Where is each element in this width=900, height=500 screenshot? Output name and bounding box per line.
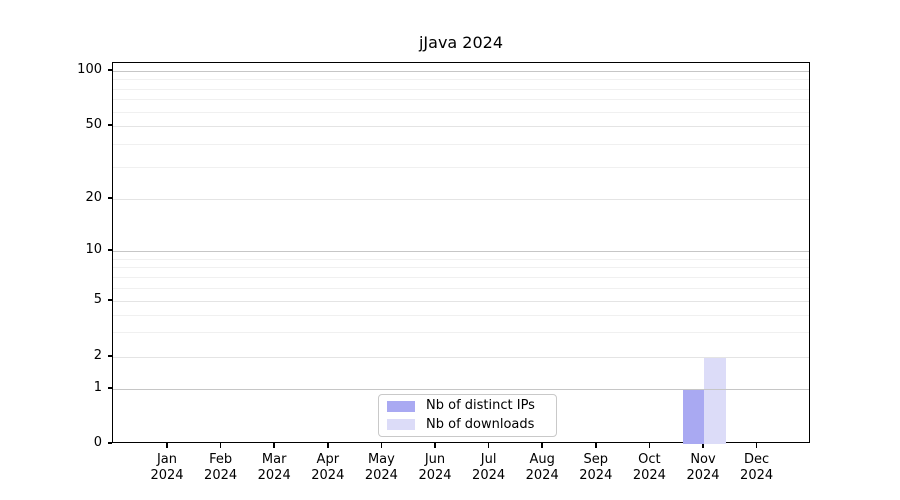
y-tick-label: 10 xyxy=(85,242,102,257)
y-gridline-minor xyxy=(113,88,809,90)
x-tick-label: Feb 2024 xyxy=(204,452,238,483)
x-tick-mark xyxy=(380,443,383,448)
x-tick-label: May 2024 xyxy=(364,452,398,483)
y-tick-label: 2 xyxy=(93,348,102,363)
x-tick-mark xyxy=(541,443,543,448)
x-tick-label: Jul 2024 xyxy=(472,452,506,483)
y-gridline-major xyxy=(113,199,809,200)
bars-layer xyxy=(113,63,809,444)
y-tick-mark xyxy=(108,124,112,126)
x-tick-label: Nov 2024 xyxy=(686,452,720,483)
y-gridline-minor xyxy=(113,111,809,113)
y-tick-label: 5 xyxy=(93,292,102,307)
y-tick-mark xyxy=(108,387,112,389)
y-tick-label: 100 xyxy=(77,62,102,77)
y-gridline-major xyxy=(113,357,809,358)
x-tick-label: Jan 2024 xyxy=(150,452,184,483)
y-gridline-minor xyxy=(113,143,809,145)
x-tick-label: Aug 2024 xyxy=(525,452,559,483)
bar-downloads xyxy=(704,357,726,444)
x-tick-mark xyxy=(273,443,275,448)
bar-distinct-ips xyxy=(682,389,704,444)
x-tick-mark xyxy=(702,443,704,448)
x-tick-mark xyxy=(434,443,436,448)
y-tick-mark xyxy=(108,249,112,251)
legend-swatch-distinct-ips xyxy=(387,400,415,412)
x-tick-label: Apr 2024 xyxy=(311,452,345,483)
y-gridline-minor xyxy=(113,287,809,289)
y-tick-mark xyxy=(108,197,112,199)
y-gridline-major xyxy=(113,301,809,302)
x-tick-label: Dec 2024 xyxy=(740,452,774,483)
legend: Nb of distinct IPs Nb of downloads xyxy=(378,394,557,437)
y-tick-label: 1 xyxy=(93,380,102,395)
y-gridline-major xyxy=(113,389,809,390)
chart-title: jJava 2024 xyxy=(418,33,504,52)
y-gridline-major xyxy=(113,71,809,72)
y-tick-mark xyxy=(108,355,112,357)
y-gridline-minor xyxy=(113,332,809,334)
y-gridline-minor xyxy=(113,166,809,168)
plot-area xyxy=(112,62,810,444)
legend-item-distinct-ips: Nb of distinct IPs xyxy=(379,398,556,415)
y-tick-mark xyxy=(108,69,112,71)
x-tick-mark xyxy=(648,443,651,448)
y-tick-mark xyxy=(108,299,112,301)
x-tick-label: Oct 2024 xyxy=(632,452,666,483)
legend-label-downloads: Nb of downloads xyxy=(426,416,535,432)
x-tick-mark xyxy=(595,443,597,448)
y-gridline-minor xyxy=(113,79,809,81)
y-gridline-minor xyxy=(113,314,809,316)
x-tick-label: Jun 2024 xyxy=(418,452,452,483)
legend-item-downloads: Nb of downloads xyxy=(379,416,556,433)
y-tick-label: 20 xyxy=(85,190,102,205)
x-tick-label: Sep 2024 xyxy=(579,452,613,483)
y-tick-label: 0 xyxy=(93,435,102,450)
legend-swatch-downloads xyxy=(387,419,415,431)
y-tick-label: 50 xyxy=(85,117,102,132)
gridlines-layer xyxy=(113,63,809,442)
x-tick-mark xyxy=(755,443,758,448)
legend-label-distinct-ips: Nb of distinct IPs xyxy=(426,398,535,414)
y-gridline-minor xyxy=(113,99,809,101)
y-gridline-major xyxy=(113,251,809,252)
y-tick-mark xyxy=(108,442,112,444)
x-tick-mark xyxy=(327,443,329,448)
x-tick-mark xyxy=(166,443,168,448)
x-tick-mark xyxy=(487,443,490,448)
x-tick-mark xyxy=(219,443,222,448)
y-gridline-minor xyxy=(113,276,809,278)
y-gridline-minor xyxy=(113,267,809,269)
y-gridline-minor xyxy=(113,258,809,260)
y-gridline-major xyxy=(113,126,809,127)
x-tick-label: Mar 2024 xyxy=(257,452,291,483)
